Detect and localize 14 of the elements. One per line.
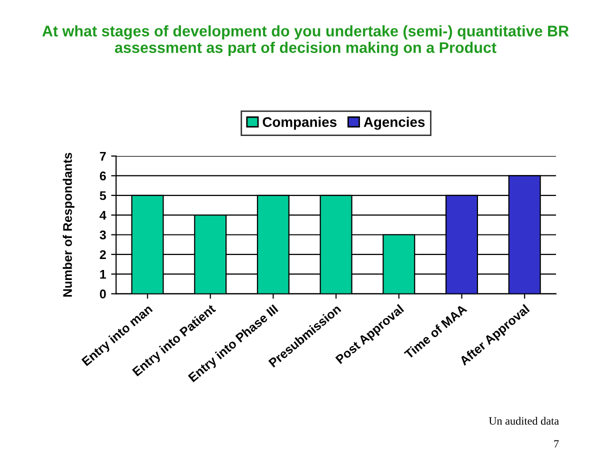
text: 7 — [554, 440, 559, 448]
y-tick-label: 2 — [100, 250, 106, 259]
y-tick-label: 5 — [100, 191, 106, 200]
legend-label: Agencies — [364, 116, 425, 130]
chart-title: At what stages of development do you undertake (semi-) quantitative BR assessment as part of decision making on a Product — [42, 25, 569, 56]
y-tick-label: 4 — [100, 211, 106, 220]
y-tick-label: 0 — [100, 290, 106, 298]
y-tick-label: 6 — [100, 172, 106, 180]
y-tick-label: 7 — [100, 152, 106, 161]
y-axis-title: Number of Respondants — [62, 152, 74, 297]
text: Un audited data — [488, 416, 559, 425]
y-tick-label: 1 — [100, 270, 106, 279]
y-tick-label: 3 — [100, 230, 106, 240]
legend-label: Companies — [262, 116, 336, 130]
